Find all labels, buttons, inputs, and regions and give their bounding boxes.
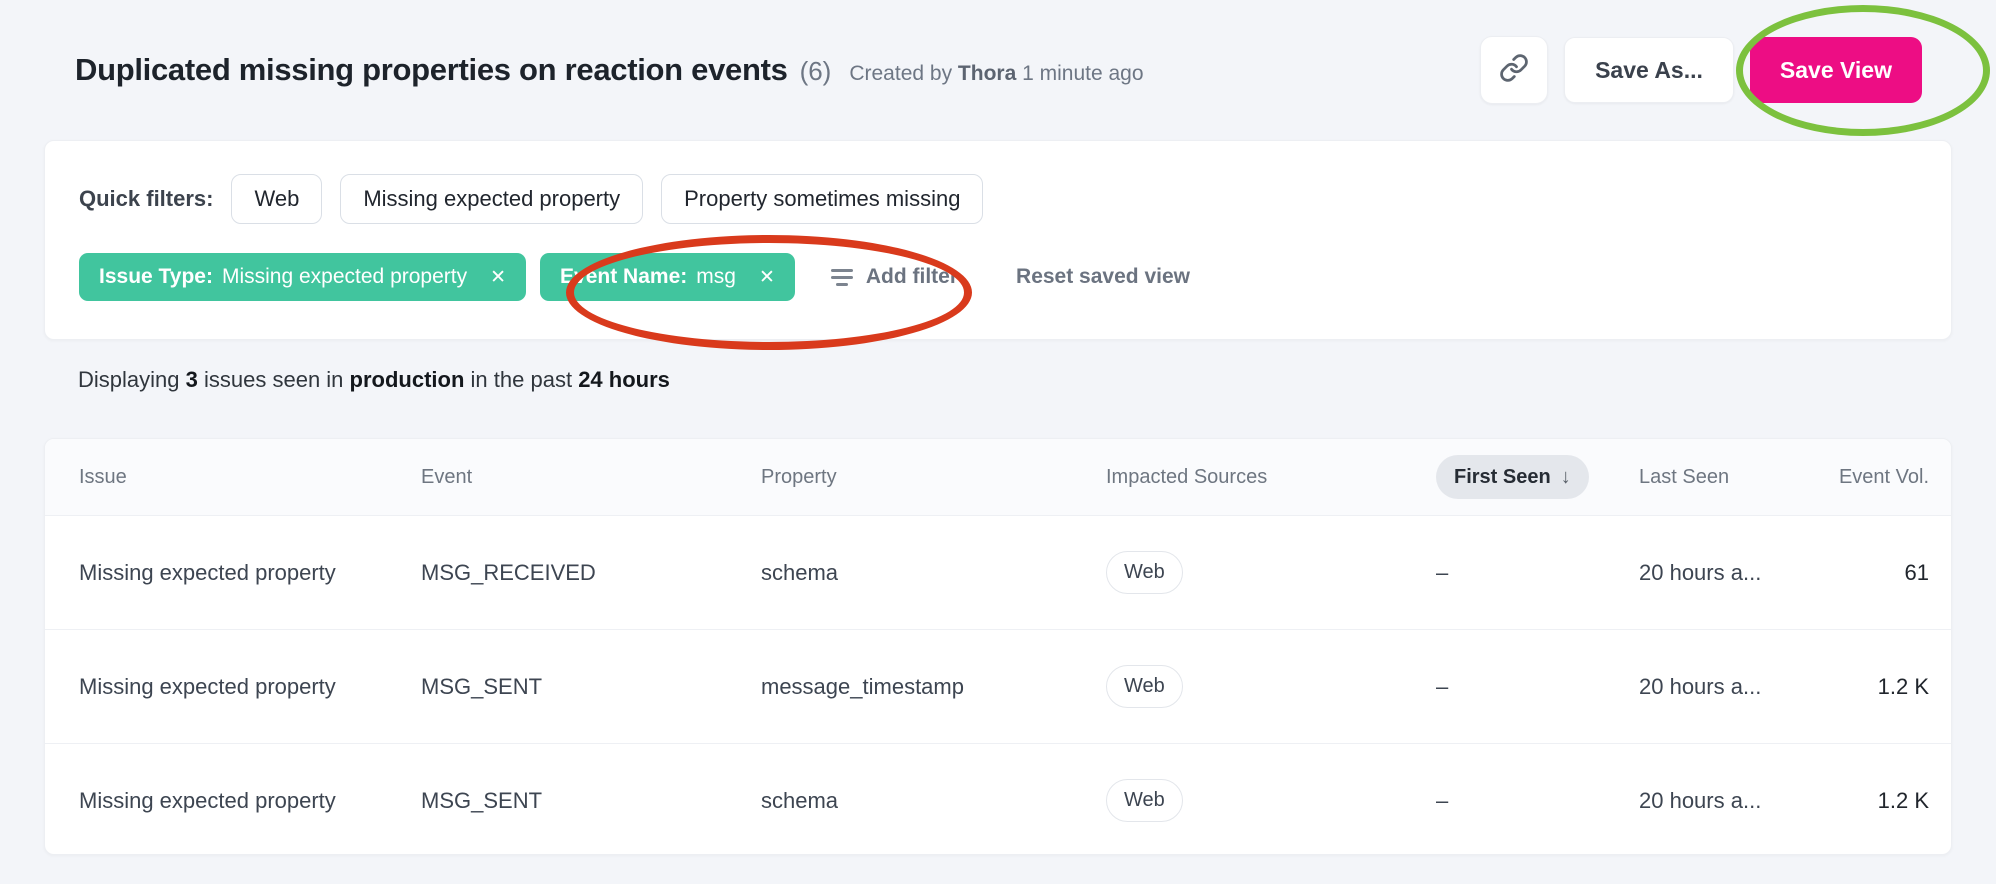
save-view-button[interactable]: Save View — [1749, 37, 1922, 103]
cell-event-vol: 61 — [1904, 559, 1929, 585]
quick-filters-label: Quick filters: — [79, 186, 214, 211]
copy-link-button[interactable] — [1480, 36, 1549, 104]
cell-event: MSG_SENT — [421, 673, 543, 699]
source-badge: Web — [1106, 551, 1183, 594]
summary-count: 3 — [185, 367, 198, 392]
table-row[interactable]: Missing expected property MSG_SENT schem… — [45, 744, 1951, 854]
source-badge: Web — [1106, 665, 1183, 708]
cell-issue: Missing expected property — [79, 559, 336, 585]
summary-prefix: Displaying — [78, 367, 180, 392]
summary-environment: production — [349, 367, 465, 392]
cell-issue: Missing expected property — [79, 673, 336, 699]
cell-issue: Missing expected property — [79, 787, 336, 813]
column-header-event[interactable]: Event — [421, 465, 473, 488]
quick-filter-missing-expected-property[interactable]: Missing expected property — [340, 174, 644, 224]
filter-chip-label: Event Name: — [560, 265, 688, 288]
title-group: Duplicated missing properties on reactio… — [75, 52, 1144, 88]
add-filter-label: Add filter — [865, 265, 959, 288]
filter-chip-label: Issue Type: — [99, 265, 213, 288]
table-row[interactable]: Missing expected property MSG_RECEIVED s… — [45, 516, 1951, 630]
column-header-impacted-sources[interactable]: Impacted Sources — [1106, 465, 1268, 488]
column-header-issue[interactable]: Issue — [79, 465, 127, 488]
page-title: Duplicated missing properties on reactio… — [75, 52, 788, 87]
table-header-row: Issue Event Property Impacted Sources Fi… — [45, 439, 1951, 516]
cell-property: schema — [761, 787, 839, 813]
cell-event-vol: 1.2 K — [1877, 673, 1929, 699]
cell-last-seen: 20 hours a... — [1639, 673, 1762, 699]
filters-card: Quick filters: Web Missing expected prop… — [44, 140, 1952, 340]
column-header-event-vol[interactable]: Event Vol. — [1838, 465, 1929, 488]
summary-middle1: issues seen in — [204, 367, 344, 392]
cell-first-seen: – — [1436, 673, 1449, 699]
filter-chip-event-name[interactable]: Event Name: msg ✕ — [540, 253, 795, 301]
cell-event-vol: 1.2 K — [1877, 787, 1929, 813]
column-header-last-seen[interactable]: Last Seen — [1639, 465, 1730, 488]
save-as-button[interactable]: Save As... — [1564, 37, 1734, 103]
filter-chip-value: Missing expected property — [221, 265, 468, 288]
quick-filter-web[interactable]: Web — [231, 174, 323, 224]
source-badge: Web — [1106, 779, 1183, 822]
summary-timeframe: 24 hours — [578, 367, 670, 392]
sort-descending-icon: ↓ — [1560, 465, 1571, 488]
cell-event: MSG_SENT — [421, 787, 543, 813]
sort-column-label: First Seen — [1454, 465, 1551, 488]
header-actions: Save As... Save View — [1480, 36, 1922, 104]
created-ago: 1 minute ago — [1022, 62, 1144, 85]
table-row[interactable]: Missing expected property MSG_SENT messa… — [45, 630, 1951, 744]
remove-filter-icon[interactable]: ✕ — [758, 266, 775, 288]
created-meta: Created by Thora 1 minute ago — [849, 62, 1143, 86]
author-name: Thora — [957, 62, 1017, 85]
cell-first-seen: – — [1436, 787, 1449, 813]
reset-saved-view-button[interactable]: Reset saved view — [1016, 265, 1190, 288]
results-summary: Displaying 3 issues seen in production i… — [78, 367, 670, 393]
cell-impacted-sources: Web — [1106, 665, 1436, 708]
column-header-first-seen: First Seen ↓ — [1436, 455, 1639, 499]
remove-filter-icon[interactable]: ✕ — [490, 266, 507, 288]
cell-property: schema — [761, 559, 839, 585]
summary-middle2: in the past — [470, 367, 573, 392]
quick-filter-property-sometimes-missing[interactable]: Property sometimes missing — [661, 174, 984, 224]
active-filters-row: Issue Type: Missing expected property ✕ … — [79, 253, 1917, 301]
issues-table: Issue Event Property Impacted Sources Fi… — [44, 438, 1952, 855]
quick-filters-row: Quick filters: Web Missing expected prop… — [79, 174, 1917, 224]
sort-pill-first-seen[interactable]: First Seen ↓ — [1436, 455, 1589, 499]
cell-property: message_timestamp — [761, 673, 964, 699]
cell-last-seen: 20 hours a... — [1639, 787, 1762, 813]
created-by-label: Created by — [849, 62, 953, 85]
column-header-property[interactable]: Property — [761, 465, 837, 488]
filter-chip-issue-type[interactable]: Issue Type: Missing expected property ✕ — [79, 253, 527, 301]
cell-impacted-sources: Web — [1106, 779, 1436, 822]
cell-event: MSG_RECEIVED — [421, 559, 596, 585]
page-header: Duplicated missing properties on reactio… — [75, 0, 1922, 140]
issue-count-badge: (6) — [799, 56, 832, 86]
filter-chip-value: msg — [696, 265, 736, 288]
filter-funnel-icon — [830, 268, 853, 286]
cell-impacted-sources: Web — [1106, 551, 1436, 594]
cell-last-seen: 20 hours a... — [1639, 559, 1762, 585]
cell-first-seen: – — [1436, 559, 1449, 585]
link-icon — [1499, 53, 1529, 88]
add-filter-button[interactable]: Add filter — [830, 265, 959, 289]
